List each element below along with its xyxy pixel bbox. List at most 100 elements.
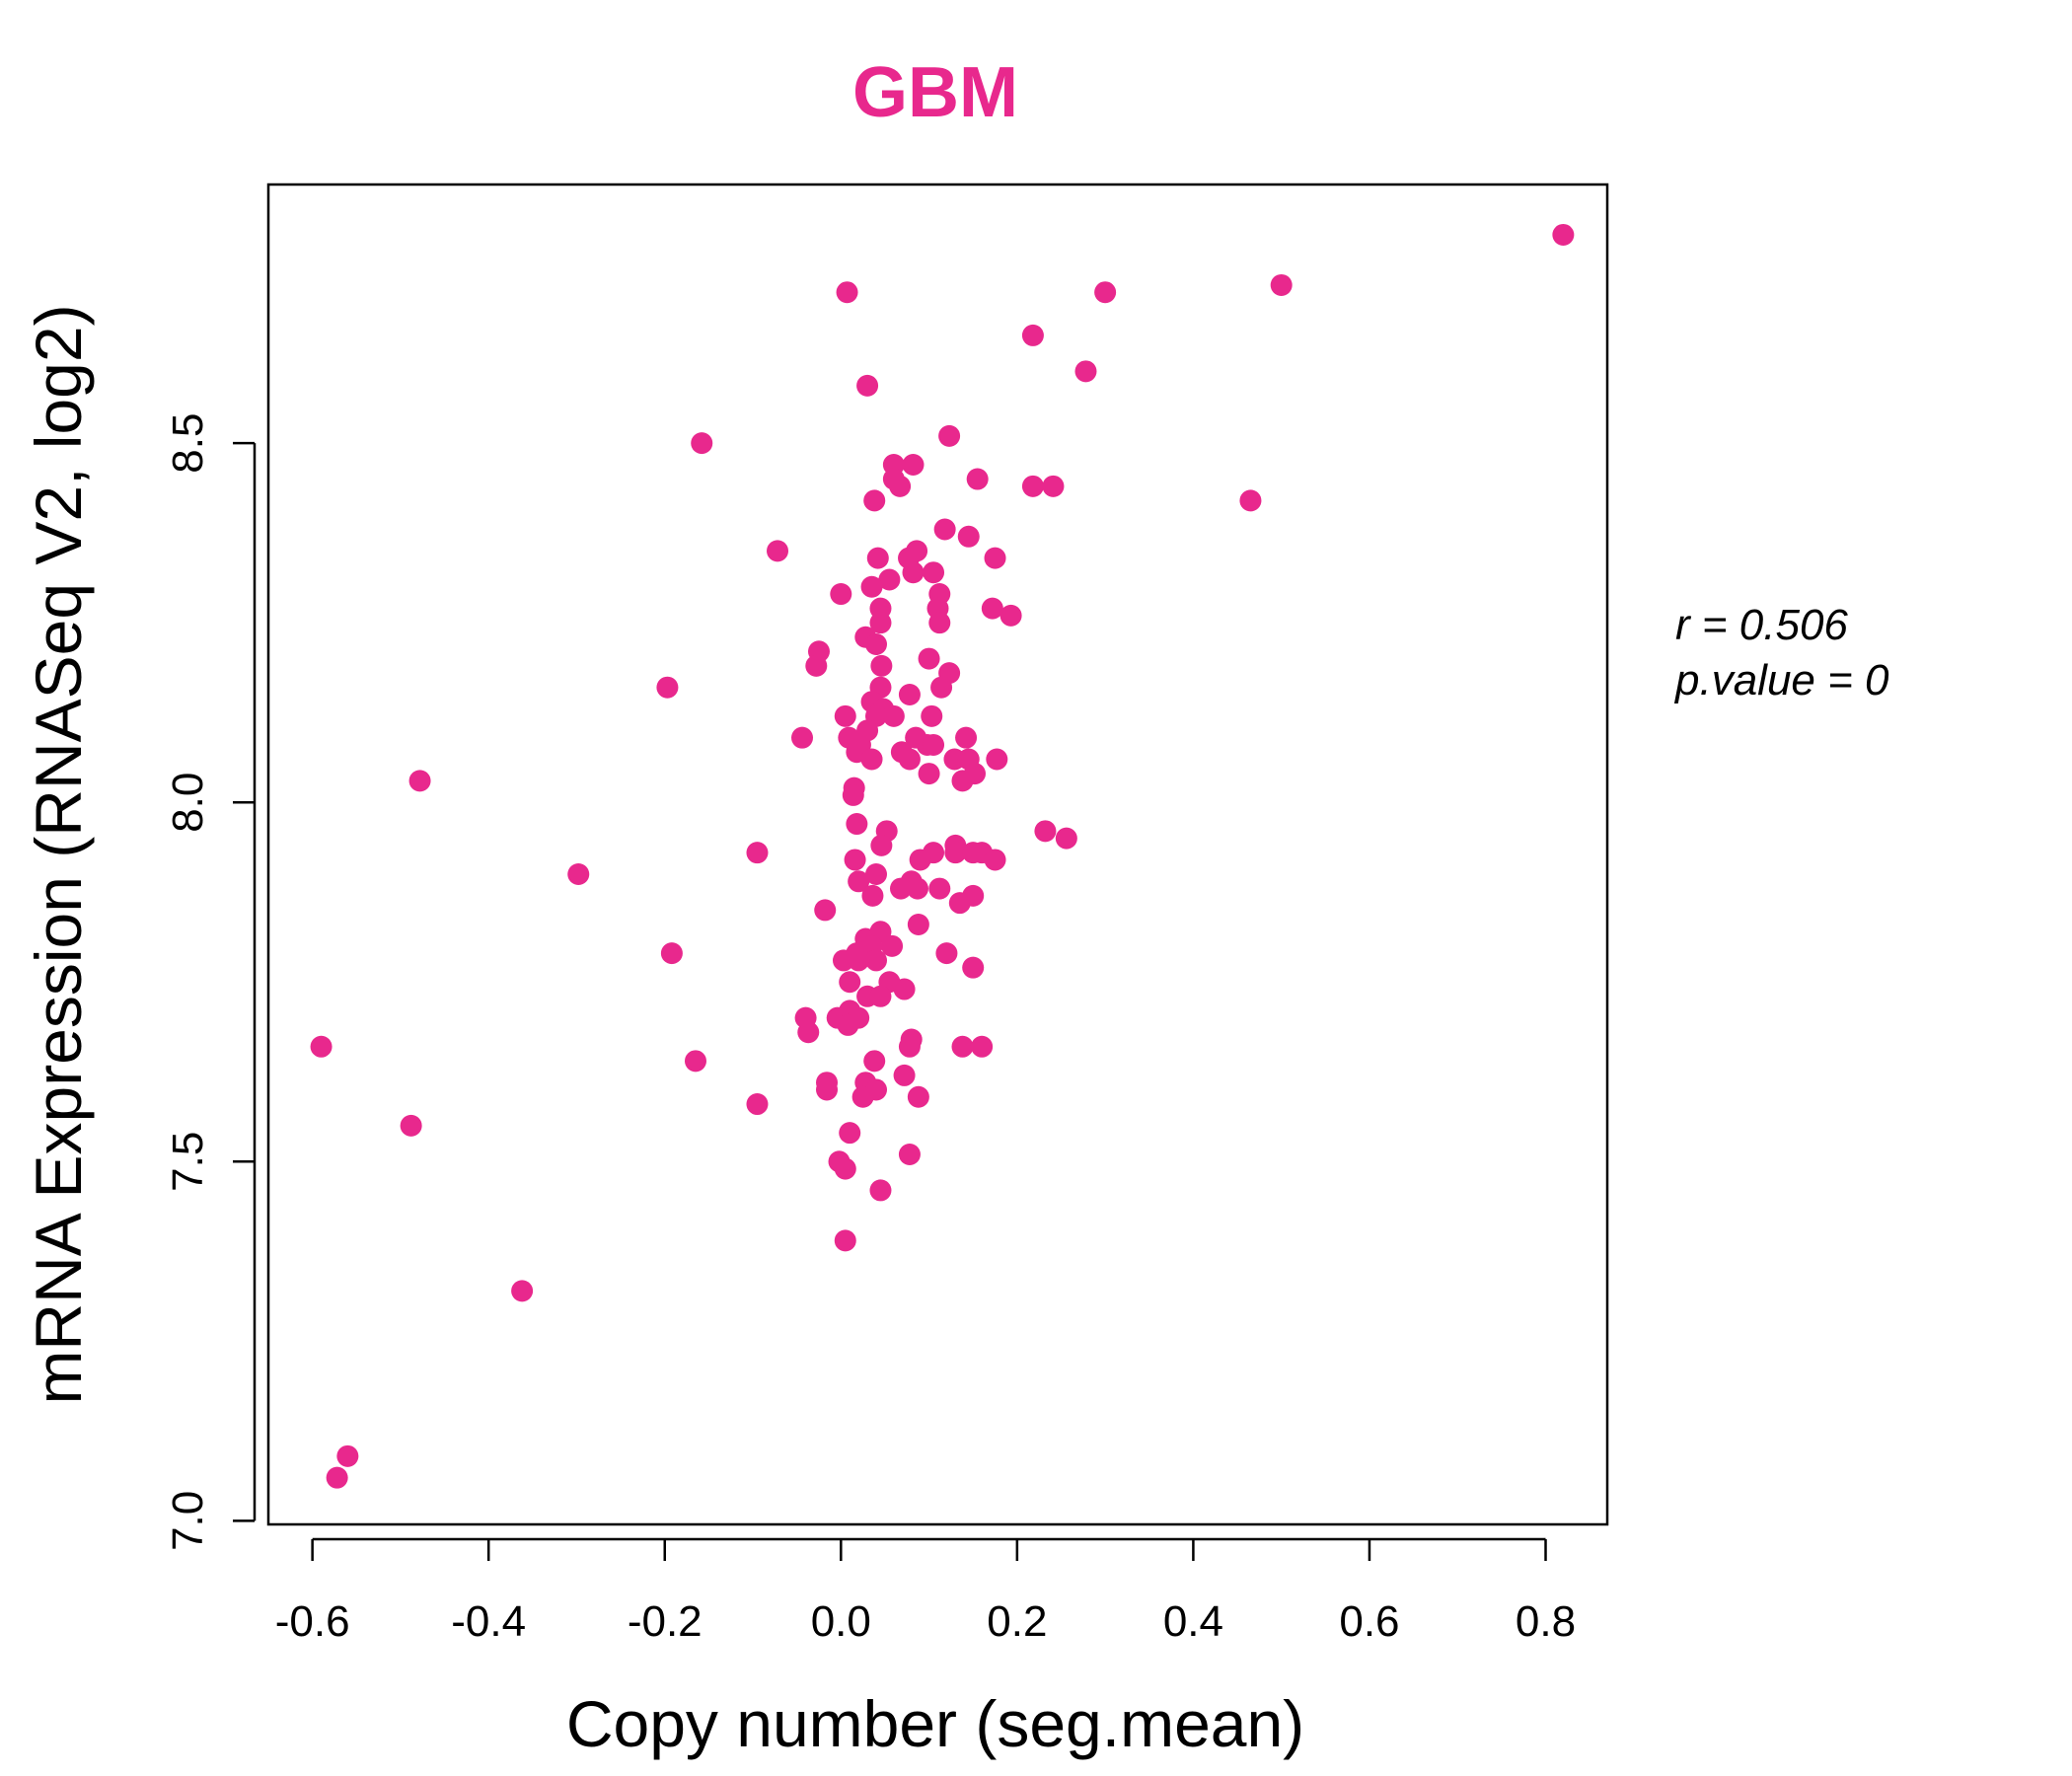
data-point [984,849,1006,871]
data-point [878,568,901,591]
x-tick-label: 0.8 [1516,1597,1576,1646]
data-point [898,748,921,771]
data-point [962,956,985,979]
y-axis: 7.0 7.5 8.0 8.5 [164,413,257,1551]
data-point [865,863,888,886]
data-point [907,913,929,935]
data-point [326,1466,348,1489]
data-point [865,633,888,656]
data-point [918,763,940,785]
x-tick-label: -0.4 [451,1597,526,1646]
x-tick-label: 0.0 [811,1597,871,1646]
data-points [310,223,1575,1489]
data-point [1042,475,1065,497]
data-point [902,453,925,476]
data-point [805,654,828,677]
data-point [893,1064,916,1086]
x-tick-label: -0.6 [275,1597,350,1646]
data-point [889,475,912,497]
data-point [933,518,956,541]
data-point [511,1280,534,1302]
data-point [890,877,913,900]
data-point [860,748,883,771]
data-point [898,1144,921,1166]
data-point [898,683,921,705]
y-tick-label: 7.5 [164,1132,212,1192]
data-point [832,949,854,972]
data-point [839,1122,861,1145]
data-point [966,468,989,490]
data-point [863,1050,886,1073]
data-point [400,1114,422,1137]
data-point [928,612,951,634]
data-point [1552,223,1575,246]
data-point [856,374,879,397]
data-point [921,704,943,727]
data-point [1034,820,1057,843]
data-point [1239,489,1262,512]
data-point [906,877,928,900]
data-point [881,934,904,957]
data-point [923,733,945,756]
data-point [870,834,893,856]
x-tick-label: -0.2 [628,1597,703,1646]
y-tick-label: 7.0 [164,1491,212,1551]
y-tick-label: 8.0 [164,773,212,833]
plot-frame [266,183,1609,1526]
data-point [865,949,888,972]
data-point [893,978,916,1000]
data-point [691,432,713,455]
data-point [797,1021,820,1044]
data-point [848,870,870,893]
data-point [935,942,958,965]
data-point [863,489,886,512]
correlation-r-label: r = 0.506 [1675,601,1848,649]
data-point [869,612,892,634]
data-point [816,1078,839,1101]
data-point [791,726,814,749]
data-point [923,561,945,584]
data-point [902,561,925,584]
data-point [957,525,980,548]
data-point [955,726,978,749]
data-point [930,676,953,699]
data-point [938,424,961,447]
data-point [951,770,974,792]
y-axis-label: mRNA Expression (RNASeq V2, log2) [22,304,95,1404]
data-point [1055,827,1077,850]
data-point [839,971,861,994]
data-point [981,597,1003,620]
data-point [882,704,905,727]
data-point [928,877,951,900]
data-point [984,547,1006,569]
x-axis-label: Copy number (seg.mean) [566,1687,1304,1760]
data-point [909,849,931,871]
data-point [814,899,837,922]
data-point [971,1035,994,1058]
data-point [866,547,889,569]
data-point [567,863,590,886]
data-point [844,849,866,871]
data-point [656,676,679,699]
data-point [870,654,893,677]
data-point [999,604,1022,627]
data-point [906,540,928,562]
x-tick-label: 0.6 [1339,1597,1399,1646]
data-point [336,1444,359,1467]
data-point [767,540,789,562]
p-value-label: p.value = 0 [1673,656,1889,704]
data-point [1021,475,1044,497]
data-point [907,1085,929,1108]
data-point [1021,324,1044,346]
data-point [310,1035,333,1058]
data-point [842,783,864,806]
data-point [836,281,858,304]
data-point [408,770,431,792]
data-point [918,647,940,670]
data-point [1094,281,1117,304]
data-point [869,1179,892,1202]
data-point [830,583,852,606]
data-point [860,575,883,598]
x-axis: -0.6 -0.4 -0.2 0.0 0.2 0.4 0.6 0.8 [275,1537,1576,1646]
